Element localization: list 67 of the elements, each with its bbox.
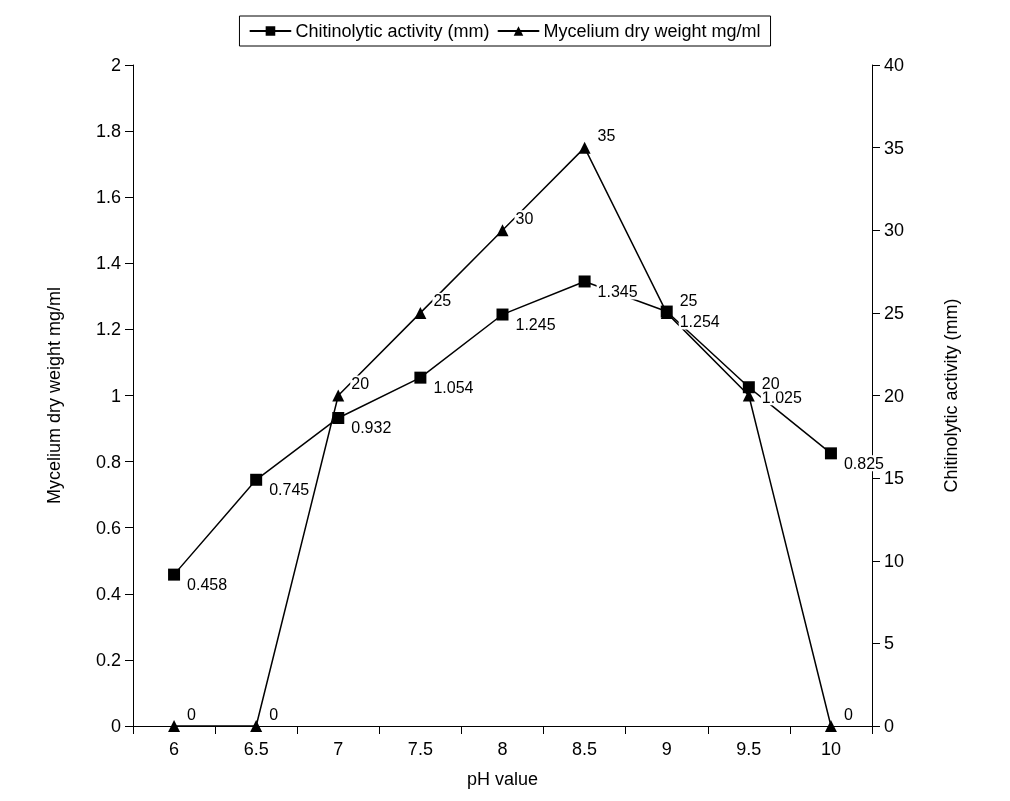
point <box>414 371 427 384</box>
point <box>250 473 263 486</box>
point <box>578 141 591 154</box>
x-tick-label: 8.5 <box>572 739 598 759</box>
point <box>578 275 591 288</box>
y2-tick-label: 15 <box>884 468 905 489</box>
y2-axis-title: Chitinolytic activity (mm) <box>941 298 961 493</box>
point <box>414 306 427 319</box>
x-tick-label: 7.5 <box>407 739 433 759</box>
point <box>168 568 181 581</box>
y-tick-label: 0.2 <box>95 649 121 670</box>
y2-tick-label: 5 <box>884 633 895 654</box>
y-tick-label: 0.8 <box>95 451 121 472</box>
data-label: 1.025 <box>761 388 802 406</box>
data-label: 1.345 <box>597 282 638 300</box>
data-label: 1.254 <box>679 313 720 331</box>
y-tick-label: 1.4 <box>95 253 121 274</box>
x-tick-label: 10 <box>820 739 841 759</box>
y-tick-label: 0.6 <box>95 517 121 538</box>
y2-tick-label: 40 <box>884 55 905 75</box>
x-tick-label: 9 <box>661 739 672 759</box>
y-tick-label: 1.8 <box>95 121 121 142</box>
point <box>332 389 345 402</box>
y2-tick-label: 20 <box>884 385 905 406</box>
data-label: 0 <box>269 705 279 723</box>
x-tick-label: 6.5 <box>243 739 269 759</box>
y-tick-label: 1.2 <box>95 319 121 340</box>
x-tick-label: 7 <box>333 739 344 759</box>
y2-tick-label: 35 <box>884 137 905 158</box>
data-label: 0.932 <box>351 419 392 437</box>
point <box>168 720 181 732</box>
point <box>332 411 345 424</box>
point <box>496 308 509 321</box>
point <box>742 381 755 394</box>
x-tick-label: 8 <box>497 739 508 759</box>
data-label: 0 <box>187 705 197 723</box>
y-tick-label: 1.6 <box>95 187 121 208</box>
y-tick-label: 0 <box>110 716 121 736</box>
data-label: 0.825 <box>843 454 885 472</box>
data-label: 35 <box>597 127 616 145</box>
y-axis-title: Mycelium dry weight mg/ml <box>44 286 64 505</box>
data-label: 1.054 <box>433 379 474 397</box>
data-label: 25 <box>679 292 698 310</box>
data-label: 25 <box>433 292 452 310</box>
data-label: 20 <box>351 375 370 392</box>
y2-tick-label: 10 <box>884 550 905 571</box>
data-label: 30 <box>515 209 534 227</box>
data-label: 20 <box>761 375 780 392</box>
data-label: 0 <box>843 705 853 723</box>
y2-tick-label: 25 <box>884 302 905 323</box>
data-label: 1.245 <box>515 316 556 334</box>
y2-tick-label: 0 <box>884 716 895 736</box>
legend-label: Chitinolytic activity (mm) <box>295 21 490 41</box>
y-tick-label: 0.4 <box>95 583 121 604</box>
point <box>250 720 263 732</box>
y-tick-label: 1 <box>110 385 121 406</box>
y-tick-label: 2 <box>110 55 121 75</box>
legend-label: Mycelium dry weight mg/ml <box>543 21 761 41</box>
point <box>824 447 837 460</box>
x-axis-title: pH value <box>466 769 539 789</box>
data-label: 0.458 <box>187 576 228 594</box>
point <box>824 720 837 732</box>
point <box>496 224 509 237</box>
data-label: 0.745 <box>269 481 310 499</box>
y2-tick-label: 30 <box>884 220 905 241</box>
x-tick-label: 6 <box>169 739 180 759</box>
x-tick-label: 9.5 <box>736 739 762 759</box>
